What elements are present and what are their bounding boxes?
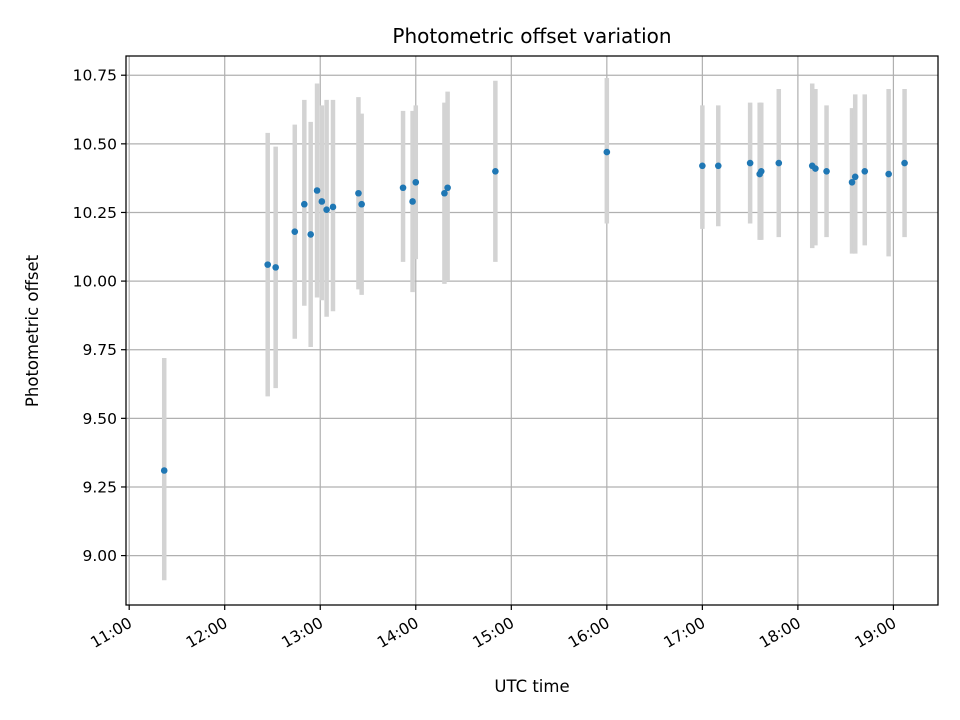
- data-point: [412, 178, 420, 186]
- y-tick-label: 9.50: [82, 410, 117, 428]
- data-point: [160, 467, 168, 474]
- data-point: [323, 206, 330, 214]
- data-point: [775, 159, 783, 167]
- y-tick-label: 9.00: [82, 547, 117, 565]
- y-axis-title: Photometric offset: [23, 254, 42, 407]
- data-point: [318, 198, 326, 205]
- data-point: [492, 167, 499, 175]
- y-tick-label: 10.50: [73, 135, 117, 153]
- data-point: [329, 203, 337, 211]
- x-axis-title: UTC time: [494, 677, 569, 696]
- data-point: [885, 170, 892, 178]
- data-point: [861, 167, 869, 175]
- data-point: [301, 200, 308, 208]
- chart-title: Photometric offset variation: [392, 24, 671, 48]
- data-point: [812, 165, 819, 172]
- data-point: [307, 231, 314, 238]
- data-point: [264, 261, 272, 268]
- y-tick-label: 9.75: [82, 341, 117, 359]
- data-points: [160, 148, 908, 474]
- data-point: [714, 162, 722, 170]
- data-point: [409, 198, 416, 205]
- data-point: [355, 189, 362, 197]
- data-point: [699, 162, 706, 170]
- data-point: [851, 173, 859, 181]
- data-point: [848, 178, 856, 186]
- data-point: [444, 184, 451, 192]
- data-point: [901, 159, 908, 167]
- y-tick-label: 10.00: [73, 273, 117, 291]
- data-point: [399, 184, 407, 192]
- data-point: [603, 148, 611, 156]
- y-tick-label: 9.25: [82, 478, 117, 496]
- y-axis: 9.00 9.25 9.50 9.75 10.00 10.25 10.50 10.75: [73, 67, 126, 565]
- data-point: [823, 167, 830, 175]
- data-point: [313, 187, 321, 194]
- data-point: [746, 159, 754, 167]
- plot-area-frame: [125, 55, 939, 606]
- data-point: [291, 228, 299, 235]
- data-point: [757, 167, 765, 175]
- data-point: [272, 264, 279, 271]
- y-tick-label: 10.75: [73, 67, 117, 85]
- data-point: [441, 189, 448, 197]
- y-tick-label: 10.25: [73, 204, 117, 222]
- data-point: [358, 200, 365, 208]
